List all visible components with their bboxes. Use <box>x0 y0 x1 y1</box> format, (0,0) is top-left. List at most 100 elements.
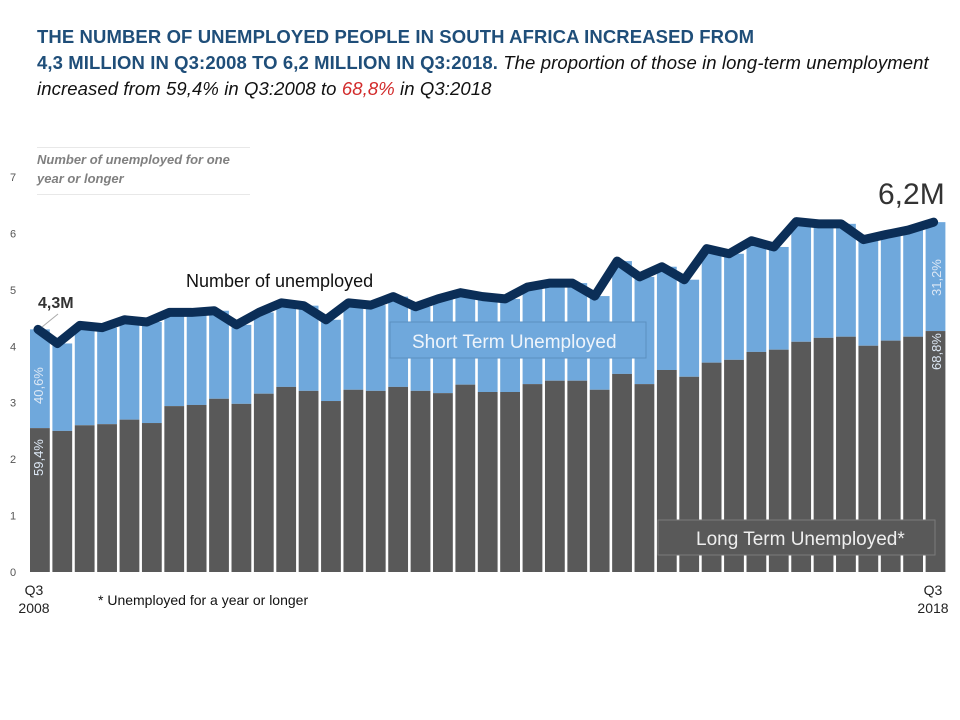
bar-short-term <box>656 266 677 370</box>
bar-long-term <box>52 430 73 572</box>
bar-short-term <box>880 234 901 341</box>
y-tick-label: 4 <box>10 341 16 353</box>
bar-long-term <box>74 425 95 572</box>
bar-long-term <box>253 393 274 572</box>
end-short-term-pct: 31,2% <box>929 259 944 296</box>
bar-long-term <box>141 423 162 572</box>
bar-long-term <box>612 373 632 572</box>
bar-long-term <box>455 384 476 572</box>
bars-group <box>30 221 946 572</box>
bar-short-term <box>768 246 789 350</box>
bar-short-term <box>925 222 946 332</box>
footnote: * Unemployed for a year or longer <box>98 592 309 608</box>
bar-short-term <box>746 240 767 352</box>
bar-short-term <box>30 329 50 429</box>
y-tick-label: 1 <box>10 511 16 523</box>
bar-short-term <box>365 305 386 391</box>
bar-short-term <box>903 230 924 337</box>
bar-short-term <box>791 221 812 342</box>
x-end-label-quarter: Q3 <box>924 582 943 598</box>
short-term-label: Short Term Unemployed <box>412 332 617 353</box>
bar-long-term <box>433 393 453 572</box>
bar-long-term <box>276 386 297 572</box>
bar-long-term <box>119 419 140 572</box>
bar-short-term <box>298 305 319 391</box>
bar-short-term <box>724 253 744 360</box>
bar-short-term <box>276 302 297 387</box>
bar-short-term <box>679 279 700 377</box>
bar-long-term <box>746 351 767 572</box>
bar-short-term <box>231 324 252 404</box>
bar-short-term <box>858 239 879 346</box>
bar-short-term <box>186 312 207 405</box>
bar-long-term <box>209 398 229 572</box>
x-start-label-year: 2008 <box>18 600 49 616</box>
bar-short-term <box>321 319 341 402</box>
bar-short-term <box>836 223 856 337</box>
start-long-term-pct: 59,4% <box>31 439 46 476</box>
x-start-label-quarter: Q3 <box>25 582 44 598</box>
bar-long-term <box>30 428 50 572</box>
bar-long-term <box>388 386 409 572</box>
bar-long-term <box>410 390 431 572</box>
headline-italic-2: in Q3:2018 <box>394 78 492 99</box>
y-axis: 0 1 2 3 4 5 6 7 <box>10 172 16 579</box>
bar-short-term <box>164 312 185 407</box>
start-short-term-pct: 40,6% <box>31 367 46 404</box>
headline-caps-line2: 4,3 MILLION IN Q3:2008 TO 6,2 MILLION IN… <box>37 52 499 73</box>
bar-long-term <box>231 403 252 572</box>
long-term-label: Long Term Unemployed* <box>696 529 905 550</box>
bar-long-term <box>634 384 655 572</box>
bar-short-term <box>253 312 274 394</box>
bar-short-term <box>141 322 162 424</box>
end-long-term-pct: 68,8% <box>929 333 944 370</box>
bar-long-term <box>567 380 588 572</box>
start-total-label: 4,3M <box>38 295 74 312</box>
bar-long-term <box>321 401 341 572</box>
bar-long-term <box>365 390 386 572</box>
bar-long-term <box>343 389 364 572</box>
bar-long-term <box>880 340 901 572</box>
bar-long-term <box>724 359 744 572</box>
headline-caps-line1: THE NUMBER OF UNEMPLOYED PEOPLE IN SOUTH… <box>37 26 755 47</box>
bar-long-term <box>791 341 812 572</box>
bar-short-term <box>343 302 364 390</box>
line-series-label: Number of unemployed <box>186 271 373 291</box>
y-tick-label: 2 <box>10 454 16 466</box>
bar-long-term <box>925 331 946 572</box>
legend-note: Number of unemployed for one year or lon… <box>37 147 250 195</box>
long-term-label-box <box>657 519 936 556</box>
bar-long-term <box>186 404 207 572</box>
bar-long-term <box>522 384 543 572</box>
bar-long-term <box>97 424 117 572</box>
y-tick-label: 0 <box>10 567 16 579</box>
bar-long-term <box>858 345 879 572</box>
bar-long-term <box>164 406 185 572</box>
bar-short-term <box>209 310 229 399</box>
bar-long-term <box>813 337 834 572</box>
short-term-label-box <box>389 321 647 359</box>
bar-long-term <box>589 389 610 572</box>
y-tick-label: 6 <box>10 228 16 240</box>
y-tick-label: 7 <box>10 172 16 184</box>
x-end-label-year: 2018 <box>917 600 948 616</box>
bar-short-term <box>52 343 73 431</box>
bar-long-term <box>903 336 924 572</box>
bar-long-term <box>768 349 789 572</box>
y-tick-label: 3 <box>10 398 16 410</box>
annotations: 4,3M 6,2M Number of unemployed 40,6% 59,4% 31… <box>18 178 948 616</box>
headline-italic-1: The proportion of those in long-term une… <box>37 52 929 99</box>
y-tick-label: 5 <box>10 285 16 297</box>
headline-red-value: 68,8% <box>341 78 395 99</box>
bar-long-term <box>836 336 856 572</box>
bar-short-term <box>97 327 117 425</box>
line-group <box>33 217 939 348</box>
end-total-label: 6,2M <box>878 178 945 211</box>
bar-short-term <box>74 325 95 426</box>
chart-headline: THE NUMBER OF UNEMPLOYED PEOPLE IN SOUTH… <box>37 24 937 102</box>
bar-long-term <box>544 380 565 572</box>
start-total-leader <box>41 313 59 328</box>
bar-short-term <box>119 319 140 420</box>
bar-short-term <box>813 223 834 338</box>
